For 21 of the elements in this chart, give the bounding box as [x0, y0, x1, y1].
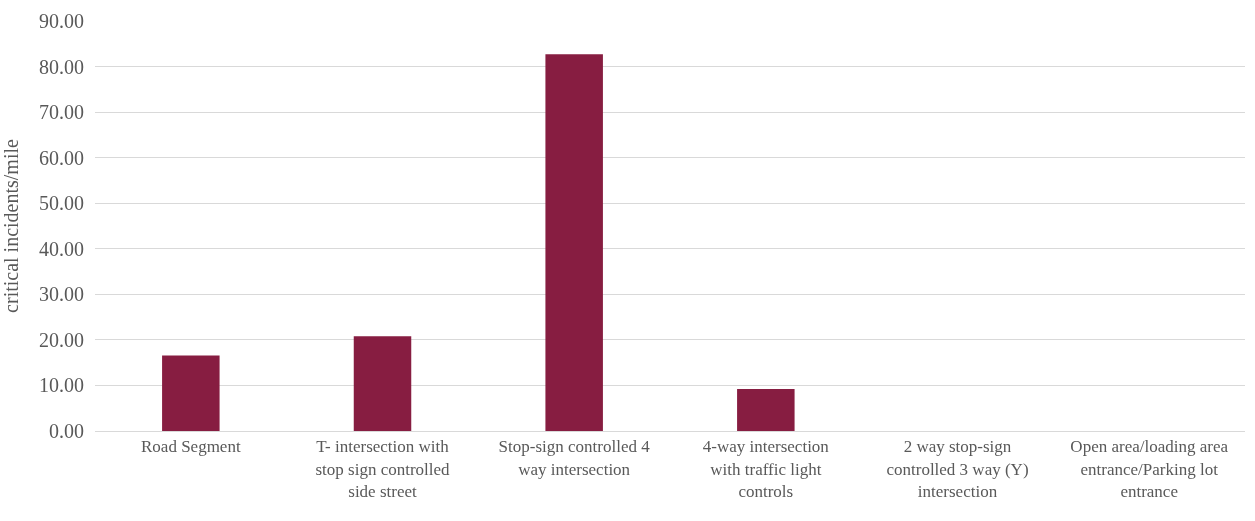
x-tick-label: 2 way stop-sign controlled 3 way (Y) intersection [886, 437, 1029, 501]
y-tick-label: 10.00 [39, 374, 84, 397]
x-tick-label: T- intersection with stop sign controlled side street [315, 437, 451, 501]
y-tick-label: 50.00 [39, 192, 84, 215]
bar [353, 336, 412, 431]
y-tick-label: 30.00 [39, 283, 84, 306]
x-tick-label: Road Segment [141, 437, 241, 457]
y-axis-title: critical incidents/mile [0, 138, 22, 313]
y-tick-label: 60.00 [39, 146, 84, 169]
y-tick-label: 70.00 [39, 101, 84, 124]
bar [737, 389, 795, 431]
y-tick-label: 40.00 [39, 237, 84, 260]
y-tick-label: 80.00 [39, 55, 84, 78]
bar [545, 54, 603, 431]
x-tick-label: Stop-sign controlled 4 way intersection [498, 437, 651, 479]
y-tick-label: 0.00 [49, 420, 84, 442]
bar [162, 355, 220, 431]
y-tick-label: 90.00 [39, 10, 84, 32]
x-tick-label: 4-way intersection with traffic light controls [702, 437, 830, 501]
y-tick-label: 20.00 [39, 328, 84, 351]
x-tick-label: Open area/loading area entrance/Parking lot entrance [1070, 437, 1229, 501]
